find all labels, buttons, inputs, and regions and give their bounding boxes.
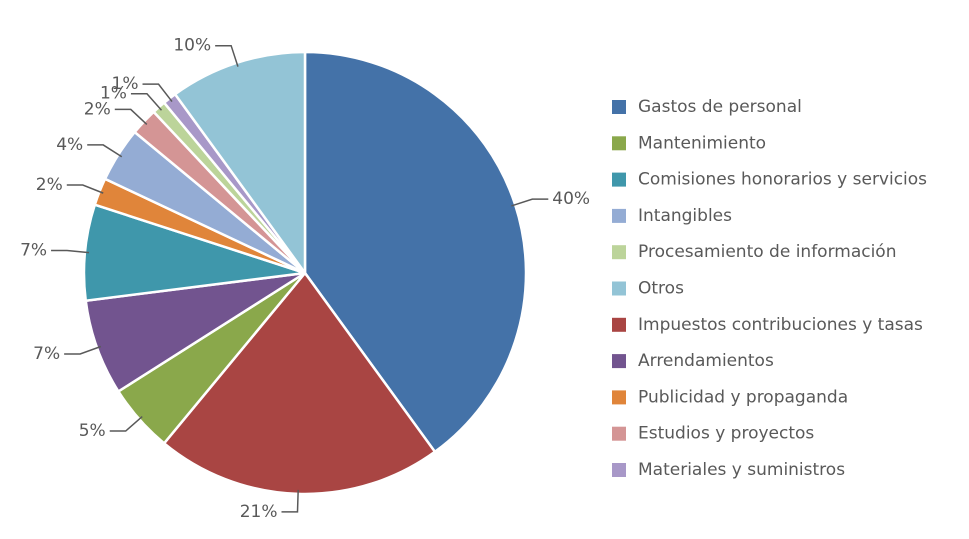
legend-swatch <box>612 208 626 223</box>
data-label: 4% <box>56 135 83 155</box>
leader-line <box>64 345 102 355</box>
data-label: 2% <box>36 175 63 195</box>
data-label: 5% <box>79 421 106 441</box>
leader-line <box>87 144 123 158</box>
legend-swatch <box>612 426 626 441</box>
legend-swatch <box>612 354 626 369</box>
legend-swatch <box>612 100 626 114</box>
leader-line <box>215 44 239 67</box>
legend-swatch <box>612 136 626 151</box>
legend-label: Publicidad y propaganda <box>638 387 848 407</box>
leader-line <box>109 415 143 432</box>
legend-label: Materiales y suministros <box>638 460 845 480</box>
legend-label: Estudios y proyectos <box>638 424 814 444</box>
legend-label: Procesamiento de información <box>638 242 897 262</box>
leader-line <box>142 83 173 102</box>
legend-swatch <box>612 172 626 187</box>
data-label: 2% <box>84 99 111 119</box>
legend-swatch <box>612 390 626 405</box>
leader-line <box>281 489 299 513</box>
leader-line <box>511 198 549 207</box>
legend-label: Otros <box>638 279 684 299</box>
legend-swatch <box>612 463 626 477</box>
legend-label: Mantenimiento <box>638 133 766 153</box>
legend-label: Impuestos contribuciones y tasas <box>638 315 923 335</box>
legend-label: Intangibles <box>638 206 732 226</box>
data-label: 7% <box>20 241 47 261</box>
legend-label: Comisiones honorarios y servicios <box>638 170 927 190</box>
legend-swatch <box>612 245 626 260</box>
legend-swatch <box>612 281 626 296</box>
data-label: 1% <box>112 74 139 94</box>
legend-swatch <box>612 317 626 332</box>
data-label: 10% <box>173 36 211 56</box>
legend-label: Arrendamientos <box>638 351 774 371</box>
data-label: 21% <box>240 502 278 522</box>
data-label: 7% <box>33 344 60 364</box>
leader-line <box>51 249 90 254</box>
legend-label: Gastos de personal <box>638 97 802 117</box>
data-label: 40% <box>552 189 590 209</box>
data-label: 1% <box>100 84 127 104</box>
leader-line <box>66 184 104 194</box>
leader-line <box>130 92 163 111</box>
leader-line <box>114 108 148 126</box>
